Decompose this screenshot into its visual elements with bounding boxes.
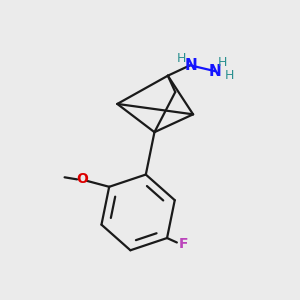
Text: H: H: [225, 69, 234, 82]
Text: N: N: [209, 64, 222, 79]
Text: H: H: [218, 56, 227, 69]
Text: F: F: [178, 237, 188, 251]
Text: N: N: [184, 58, 197, 74]
Text: O: O: [76, 172, 88, 186]
Text: H: H: [177, 52, 187, 65]
